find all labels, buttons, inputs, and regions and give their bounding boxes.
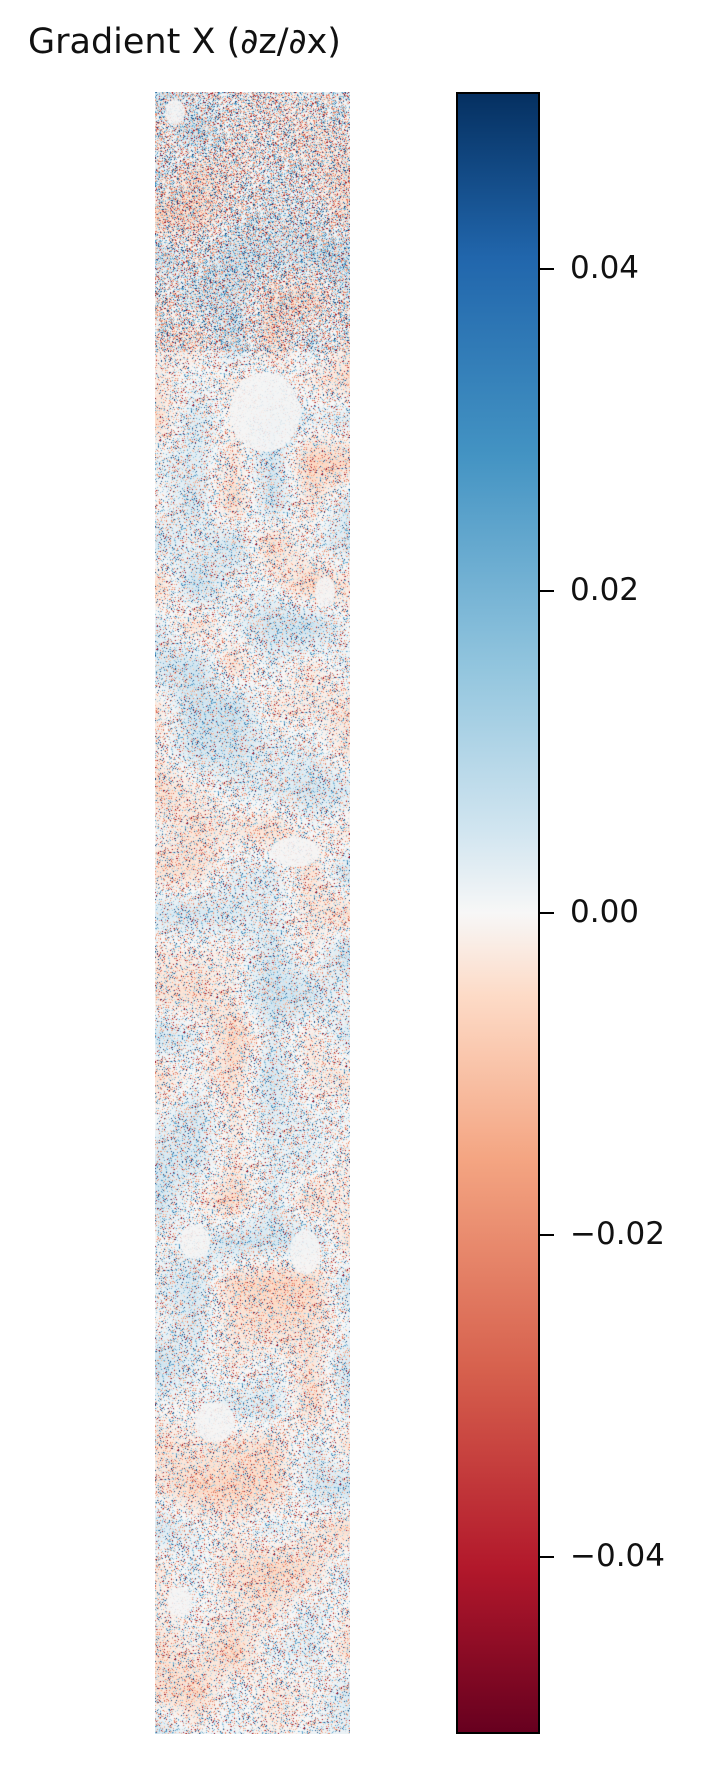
colorbar-tick [540, 1233, 554, 1236]
colorbar-tick [540, 590, 554, 593]
chart-title: Gradient X (∂z/∂x) [28, 22, 341, 62]
colorbar [456, 92, 540, 1734]
colorbar-tick [540, 912, 554, 914]
colorbar-tick-label: 0.02 [570, 572, 640, 609]
colorbar-tick-label: −0.02 [570, 1215, 665, 1252]
colorbar-tick-label: 0.04 [570, 250, 640, 287]
heatmap-image [155, 92, 350, 1734]
colorbar-tick [540, 1555, 554, 1558]
gradient-heatmap [155, 92, 350, 1734]
colorbar-tick-label: 0.00 [570, 894, 640, 930]
colorbar-tick-label: −0.04 [570, 1537, 665, 1574]
colorbar-tick [540, 268, 554, 271]
